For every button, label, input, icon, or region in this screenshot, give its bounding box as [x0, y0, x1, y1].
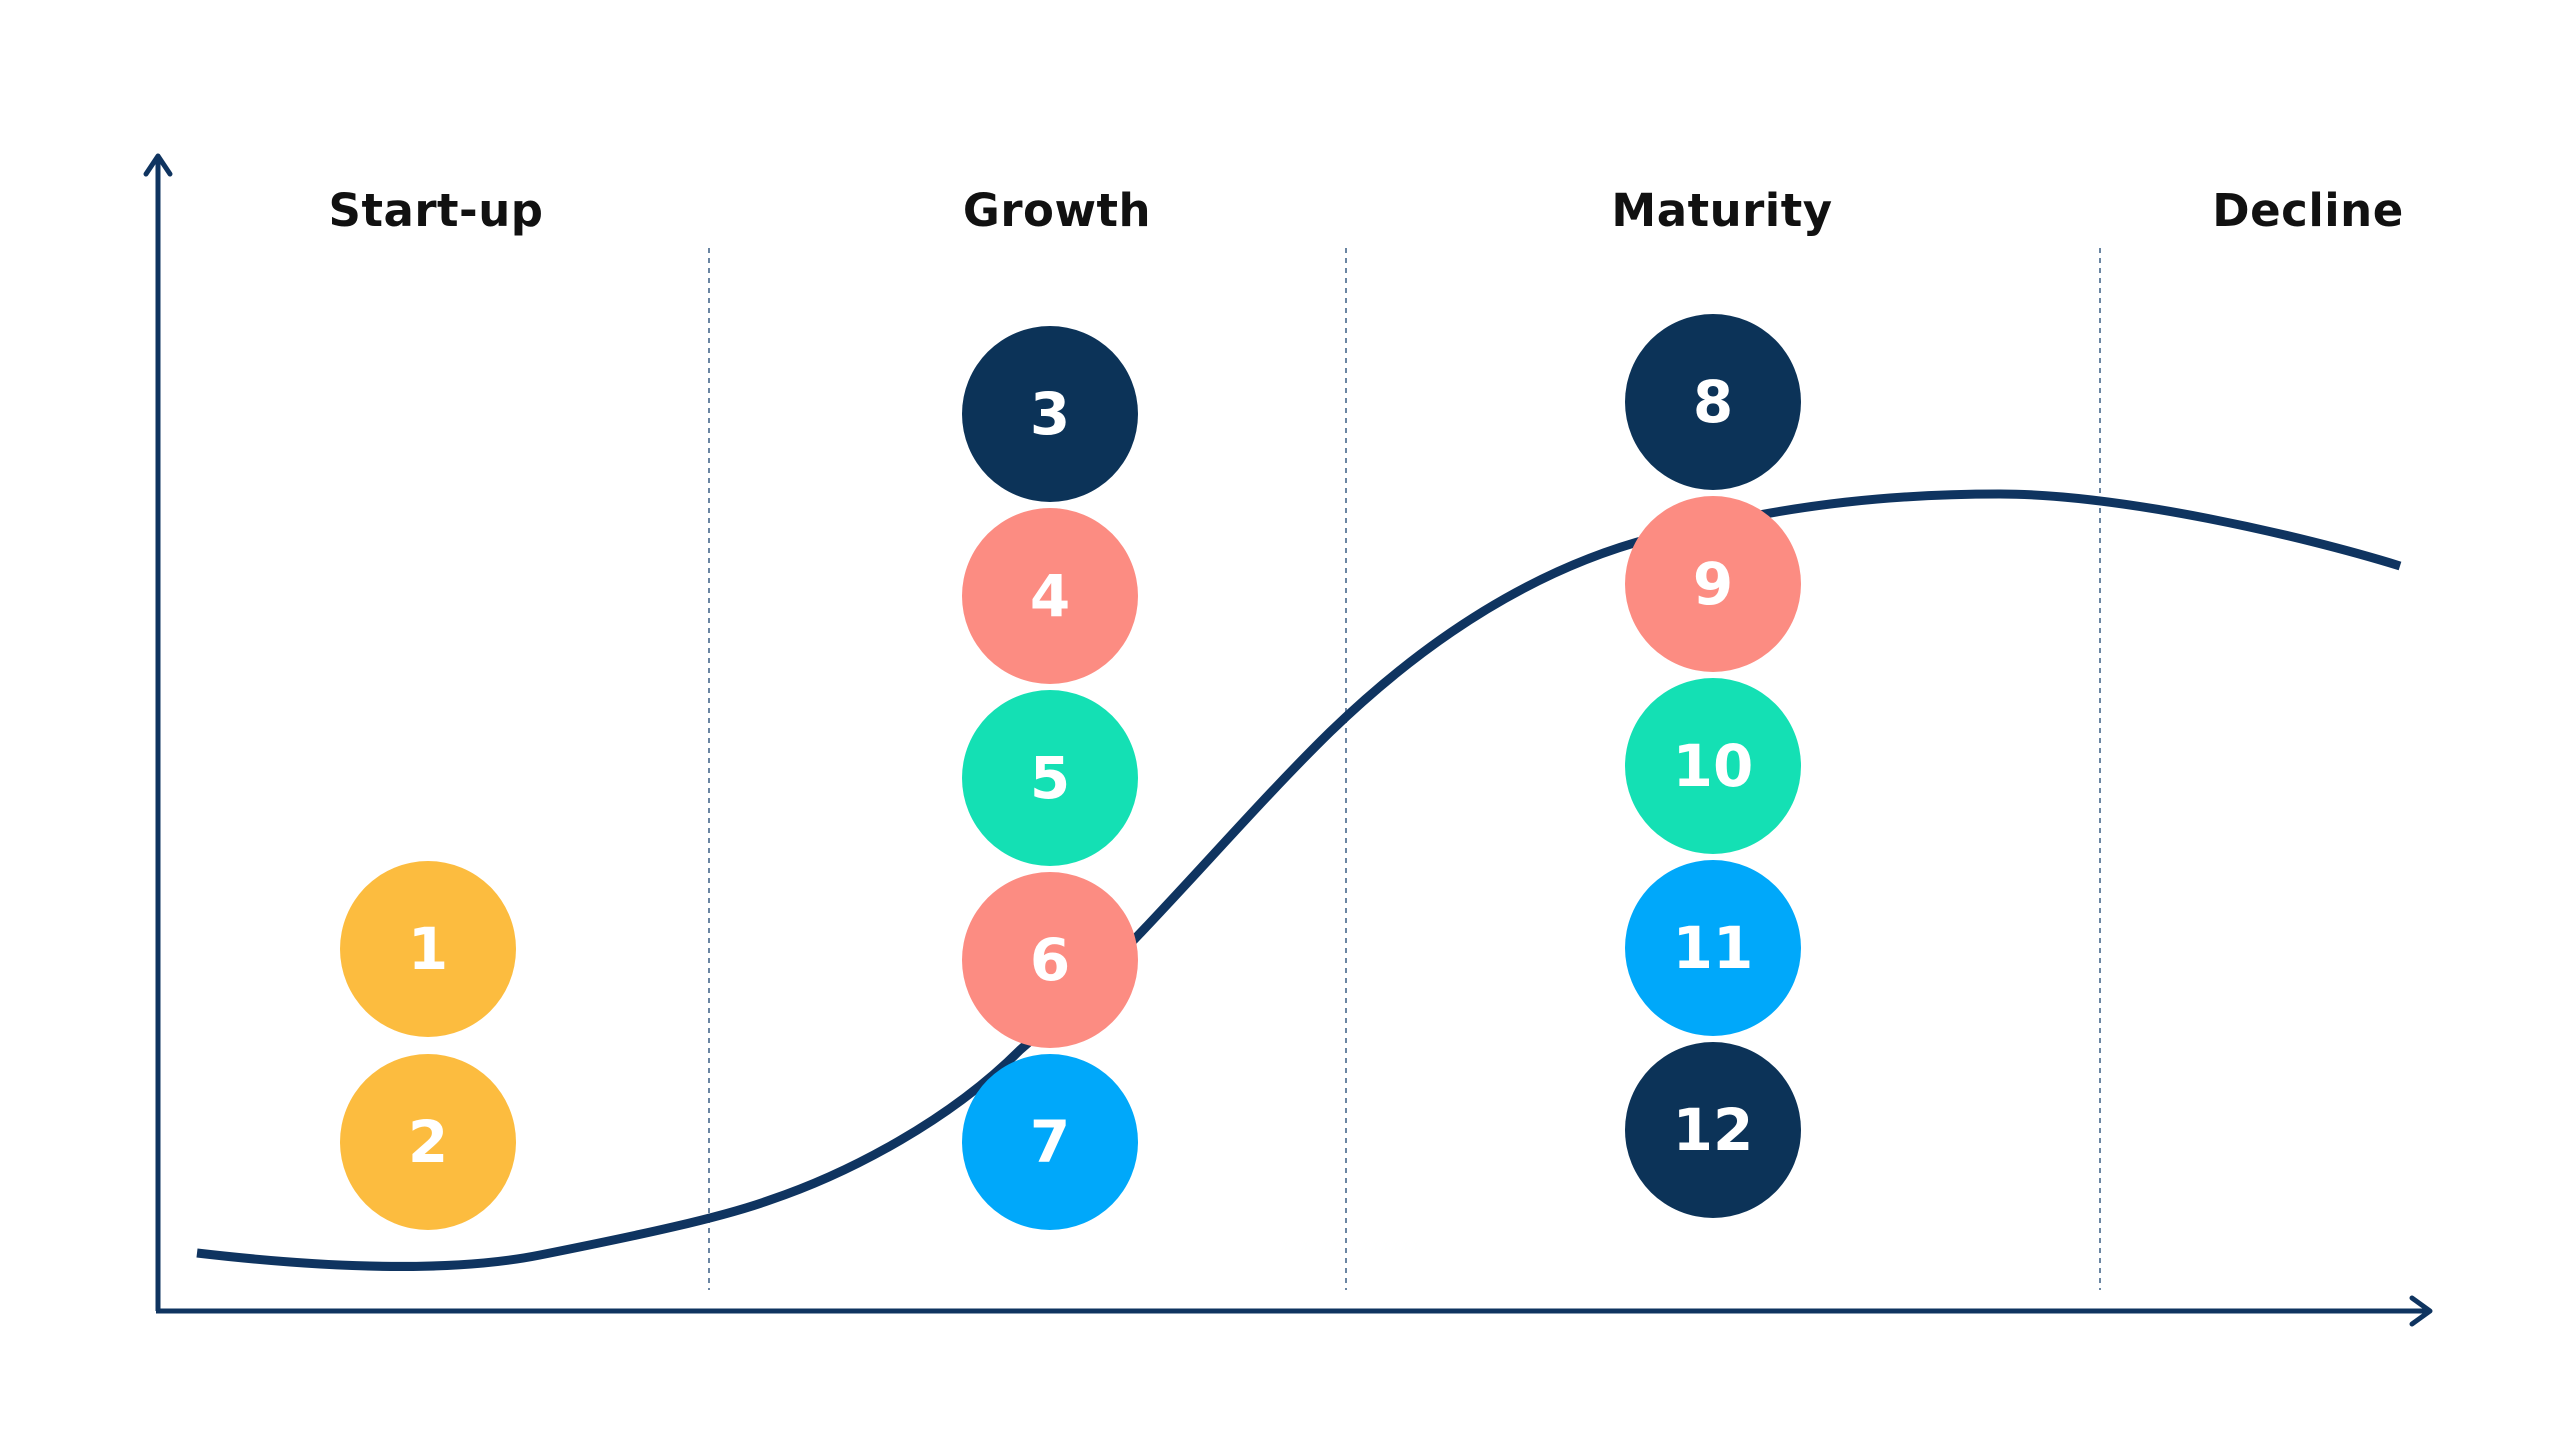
y-axis-arrow-icon [143, 153, 173, 177]
marker-3: 3 [962, 326, 1138, 502]
stage-label-start-up: Start-up [328, 184, 544, 237]
marker-11: 11 [1625, 860, 1801, 1036]
marker-5: 5 [962, 690, 1138, 866]
stage-label-maturity: Maturity [1611, 184, 1833, 237]
marker-label: 4 [1029, 562, 1071, 630]
marker-label: 7 [1029, 1108, 1071, 1176]
stage-label-growth: Growth [962, 184, 1152, 237]
marker-label: 2 [407, 1108, 449, 1176]
marker-label: 12 [1672, 1096, 1754, 1164]
marker-9: 9 [1625, 496, 1801, 672]
marker-label: 9 [1692, 550, 1734, 618]
marker-6: 6 [962, 872, 1138, 1048]
lifecycle-curve [196, 489, 2402, 1271]
marker-7: 7 [962, 1054, 1138, 1230]
marker-1: 1 [340, 861, 516, 1037]
marker-label: 8 [1692, 368, 1734, 436]
marker-10: 10 [1625, 678, 1801, 854]
marker-2: 2 [340, 1054, 516, 1230]
marker-label: 5 [1029, 744, 1071, 812]
marker-label: 1 [407, 915, 449, 983]
marker-12: 12 [1625, 1042, 1801, 1218]
marker-label: 11 [1672, 914, 1754, 982]
marker-4: 4 [962, 508, 1138, 684]
marker-label: 3 [1029, 380, 1071, 448]
marker-8: 8 [1625, 314, 1801, 490]
marker-label: 10 [1672, 732, 1754, 800]
marker-label: 6 [1029, 926, 1071, 994]
stage-label-decline: Decline [2212, 184, 2404, 237]
x-axis-arrow-icon [2409, 1295, 2433, 1327]
